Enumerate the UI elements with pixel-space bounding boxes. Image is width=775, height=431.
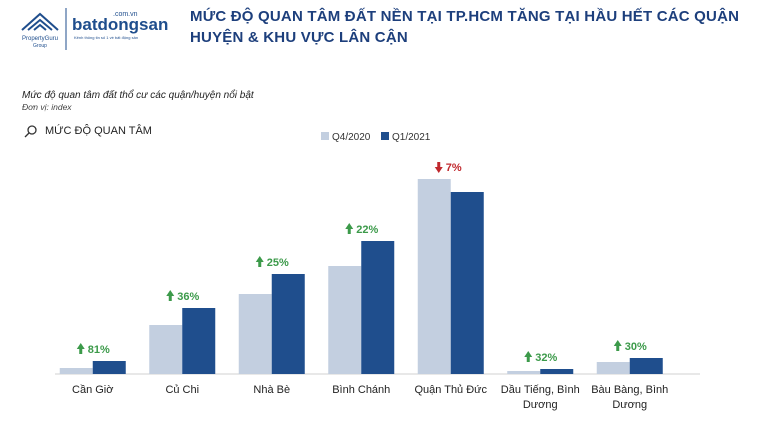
growth-arrow [166,290,175,301]
bar [507,371,541,374]
logo-icon [21,12,59,31]
growth-arrow [345,223,354,234]
bar [238,294,272,374]
bar [417,179,451,374]
bar [450,192,484,374]
x-tick-label: Cần Giờ [72,384,114,396]
legend-swatch [321,132,329,140]
x-tick-label: Dầu Tiếng, Bình Dương [500,384,580,411]
logo-left-sub: Group [33,43,47,49]
bar [540,369,574,374]
bar [182,308,216,374]
logo-right-tagline: Kênh thông tin số 1 về bất động sản [74,35,138,40]
legend-swatch [381,132,389,140]
growth-arrow [76,343,85,354]
bar [271,274,305,374]
growth-arrow [434,162,443,173]
x-tick-label: Củ Chi [165,384,200,396]
logo-right: batdongsan [72,15,168,34]
chart-title: Mức độ quan tâm đất thổ cư các quận/huyệ… [22,89,255,101]
bar [361,241,395,374]
chart-subtitle: Đơn vị: index [22,102,72,112]
growth-label: 32% [535,352,557,364]
x-tick-label: Bàu Bàng, Bình Dương [591,384,669,411]
growth-label: 30% [625,341,647,353]
logo-left: PropertyGuru [22,36,58,42]
growth-label: 25% [267,257,289,269]
growth-arrow [613,340,622,351]
bar [328,266,362,374]
legend-label: Q4/2020 [332,132,371,143]
growth-arrow [255,256,264,267]
legend-label: Q1/2021 [392,132,431,143]
bar [596,362,630,374]
x-tick-label: Bình Chánh [332,384,391,396]
page-title: MỨC ĐỘ QUAN TÂM ĐẤT NỀN TẠI TP.HCM TĂNG … [190,8,740,46]
x-tick-label: Nhà Bè [253,384,291,396]
logo-right-domain: .com.vn [113,11,138,18]
growth-label: 22% [356,224,378,236]
growth-arrow [524,351,533,362]
bar [92,361,126,374]
growth-label: 81% [88,344,110,356]
bar [629,358,663,374]
growth-label: 36% [177,291,199,303]
search-icon [24,125,37,138]
bar [59,368,93,374]
x-tick-label: Quận Thủ Đức [414,384,488,396]
growth-label: 7% [446,162,462,174]
bar [149,325,183,374]
section-label: MỨC ĐỘ QUAN TÂM [45,124,152,137]
